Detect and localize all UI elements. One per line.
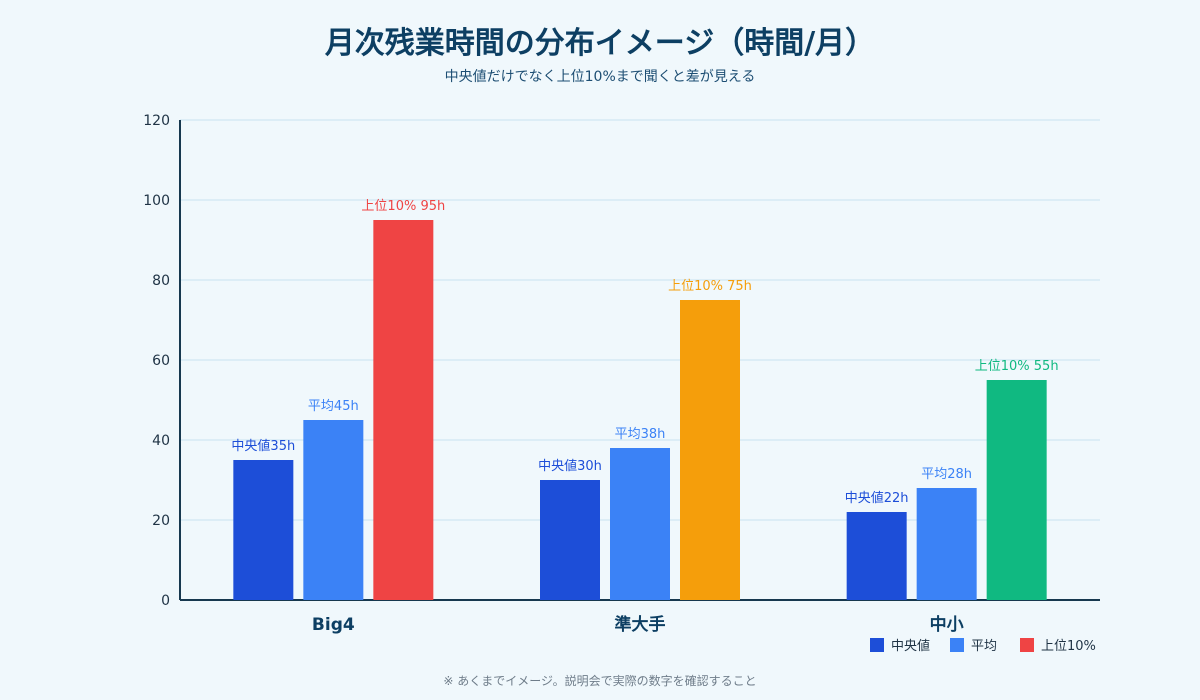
legend-label: 平均 (971, 639, 997, 654)
y-tick-label: 40 (152, 433, 170, 449)
footnote: ※ あくまでイメージ。説明会で実際の数字を確認すること (443, 674, 757, 688)
bar-準大手-平均 (610, 448, 670, 600)
bar-中小-上位10% (986, 380, 1047, 600)
data-label: 平均45h (308, 399, 359, 414)
y-tick-label: 80 (152, 273, 170, 289)
legend: 中央値 平均 上位10% (870, 638, 1096, 654)
legend-swatch (1020, 638, 1034, 652)
data-label: 平均28h (921, 467, 972, 482)
y-tick-label: 60 (152, 353, 170, 369)
bar-中小-中央値 (846, 512, 907, 600)
legend-swatch (950, 638, 964, 652)
bar-Big4-上位10% (373, 220, 434, 600)
data-label: 中央値30h (538, 458, 602, 474)
data-label: 平均38h (615, 427, 666, 442)
y-tick-label: 100 (143, 193, 170, 209)
data-label: 中央値35h (231, 438, 295, 454)
bar-準大手-中央値 (540, 480, 600, 600)
bar-Big4-平均 (303, 420, 364, 600)
legend-swatch (870, 638, 884, 652)
legend-label: 中央値 (891, 638, 930, 654)
bar-準大手-上位10% (680, 300, 740, 600)
data-label: 中央値22h (845, 490, 909, 506)
bar-中小-平均 (916, 488, 977, 600)
data-label: 上位10% 75h (668, 279, 752, 294)
y-tick-label: 20 (152, 513, 170, 529)
chart-subtitle: 中央値だけでなく上位10%まで聞くと差が見える (444, 69, 756, 85)
x-tick-label: 中小 (930, 614, 964, 635)
y-tick-label: 0 (161, 593, 170, 609)
chart-title: 月次残業時間の分布イメージ（時間/月） (324, 26, 876, 61)
x-tick-label: 準大手 (615, 614, 666, 635)
data-label: 上位10% 55h (975, 359, 1059, 374)
legend-label: 上位10% (1041, 639, 1096, 654)
y-tick-label: 120 (143, 113, 170, 129)
x-tick-label: Big4 (312, 615, 355, 635)
bar-Big4-中央値 (233, 460, 294, 600)
data-label: 上位10% 95h (361, 199, 445, 214)
bars (233, 220, 1047, 600)
data-labels: 中央値35h 平均45h 上位10% 95h 中央値30h 平均38h 上位10% 75h… (231, 199, 1058, 506)
